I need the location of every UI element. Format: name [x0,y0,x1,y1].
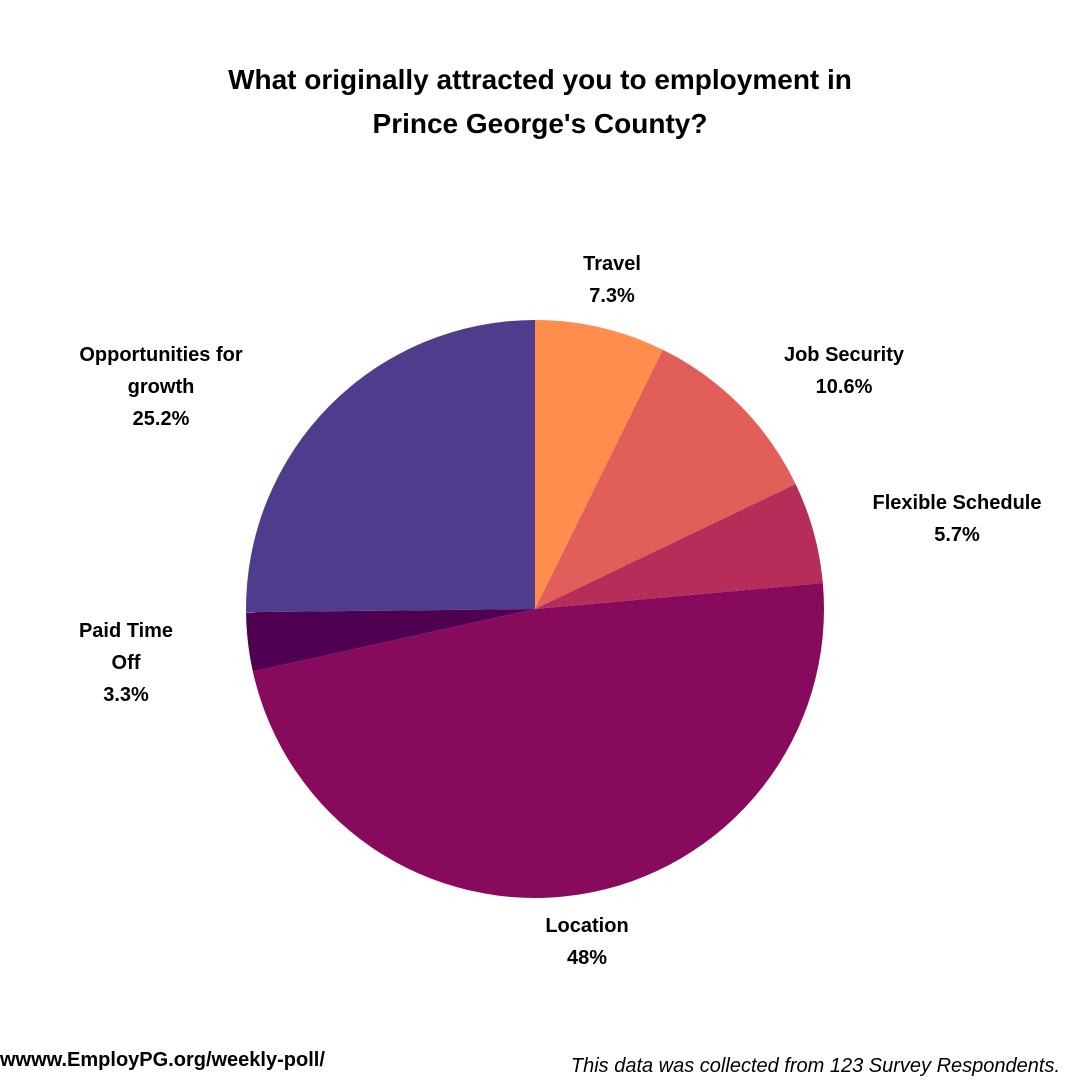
poll-link[interactable]: wwww.EmployPG.org/weekly-poll/ [0,1049,325,1071]
slice-label-location: Location 48% [487,910,687,974]
slice-name-flexible-schedule: Flexible Schedule [872,492,1042,514]
pie-slice-location [252,583,824,898]
pie-slice-opportunities-for-growth [246,320,536,613]
slice-label-job-security: Job Security 10.6% [734,339,954,403]
pie-slice-flexible-schedule [535,484,823,609]
slice-name-paid-time-off-line-1: Paid Time [78,620,174,642]
pie-slice-job-security [535,349,796,609]
slice-name-job-security: Job Security [783,344,905,366]
chart-title-line-2: Prince George's County? [372,108,708,139]
slice-name-opportunities-line-1: Opportunities for [79,344,243,366]
slice-value-paid-time-off: 3.3% [103,684,149,706]
slice-label-paid-time-off: Paid Time Off 3.3% [26,615,226,711]
chart-title: What originally attracted you to employm… [140,58,940,146]
slice-value-travel: 7.3% [589,285,635,307]
pie-slice-travel [535,319,663,609]
slice-name-opportunities-line-2: growth [127,376,195,398]
slice-label-flexible-schedule: Flexible Schedule 5.7% [847,487,1067,551]
slice-name-location: Location [545,915,629,937]
data-source-note: This data was collected from 123 Survey … [570,1055,1060,1077]
pie-slice-paid-time-off [246,609,535,672]
slice-value-job-security: 10.6% [815,376,873,398]
slice-label-opportunities-for-growth: Opportunities for growth 25.2% [51,339,271,435]
slice-name-paid-time-off-line-2: Off [111,652,141,674]
slice-label-travel: Travel 7.3% [512,248,712,312]
slice-value-location: 48% [566,947,608,969]
chart-title-line-1: What originally attracted you to employm… [228,64,852,95]
slice-value-flexible-schedule: 5.7% [934,524,980,546]
slice-value-opportunities-for-growth: 25.2% [132,408,190,430]
slice-name-travel: Travel [583,253,641,275]
